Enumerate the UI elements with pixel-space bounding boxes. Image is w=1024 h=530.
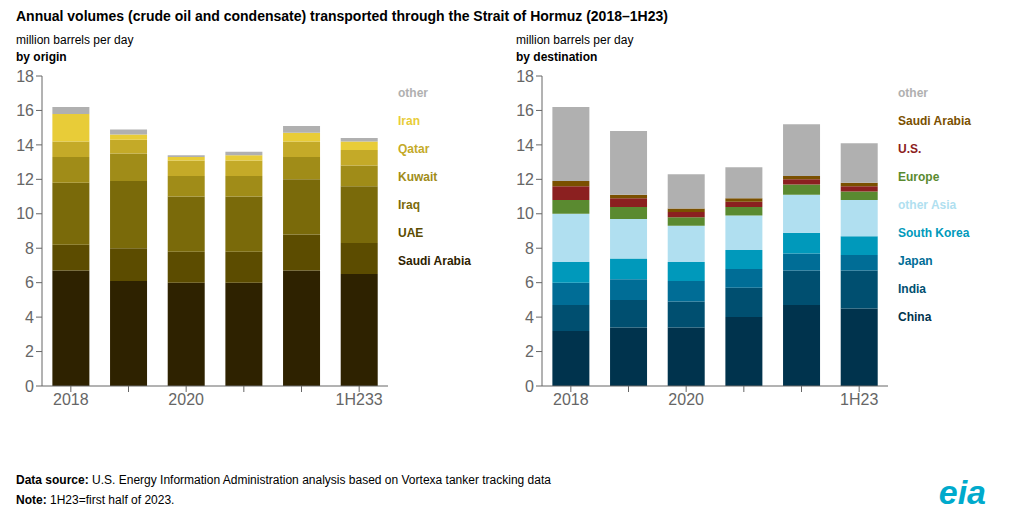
html-text:U.S.: U.S.	[898, 142, 922, 156]
html-text:Annual volumes (crude oil and: Annual volumes (crude oil and condensate…	[16, 8, 668, 24]
html-text:other Asia: other Asia	[898, 198, 957, 212]
html-text:Qatar: Qatar	[398, 142, 430, 156]
html-text:by destination: by destination	[516, 50, 598, 64]
svg-text:1H233: 1H233	[336, 391, 383, 408]
html-text:million barrels per day: million barrels per day	[516, 33, 634, 47]
html-text:Kuwait: Kuwait	[398, 170, 438, 184]
html-text:South Korea: South Korea	[898, 226, 970, 240]
svg-text:2018: 2018	[553, 391, 589, 408]
svg-text:6: 6	[525, 274, 534, 291]
html-text:Europe: Europe	[898, 170, 940, 184]
svg-text:8: 8	[25, 240, 34, 257]
svg-text:1H23: 1H23	[840, 391, 878, 408]
svg-text:12: 12	[516, 171, 534, 188]
svg-text:16: 16	[16, 102, 34, 119]
html-text:Saudi Arabia: Saudi Arabia	[898, 114, 971, 128]
svg-text:2: 2	[525, 343, 534, 360]
html-text:million barrels per day: million barrels per day	[16, 33, 134, 47]
svg-text:14: 14	[516, 137, 534, 154]
html-text:Saudi Arabia: Saudi Arabia	[398, 254, 471, 268]
svg-text:16: 16	[516, 102, 534, 119]
svg-text:18: 18	[516, 68, 534, 85]
svg-text:8: 8	[525, 240, 534, 257]
svg-text:12: 12	[16, 171, 34, 188]
svg-text:2020: 2020	[668, 391, 704, 408]
svg-text:10: 10	[16, 205, 34, 222]
html-text:eia: eia	[938, 473, 986, 511]
html-text:UAE: UAE	[398, 226, 424, 240]
svg-text:2018: 2018	[53, 391, 89, 408]
html-text:Iran: Iran	[398, 114, 420, 128]
html-text:by origin: by origin	[16, 50, 67, 64]
html-text:Japan: Japan	[898, 254, 933, 268]
svg-text:2: 2	[25, 343, 34, 360]
svg-text:14: 14	[16, 137, 34, 154]
html-text:Data source: U.S. Energy Infor: Data source: U.S. Energy Information Adm…	[16, 473, 551, 487]
html-text:other: other	[898, 86, 928, 100]
html-text:other: other	[398, 86, 428, 100]
svg-text:0: 0	[525, 378, 534, 395]
html-text:China: China	[898, 310, 932, 324]
svg-text:2020: 2020	[168, 391, 204, 408]
html-text:Note: 1H23=first half of 2023.: Note: 1H23=first half of 2023.	[16, 493, 175, 507]
svg-text:4: 4	[525, 309, 534, 326]
svg-text:0: 0	[25, 378, 34, 395]
html-text:Iraq: Iraq	[398, 198, 420, 212]
svg-text:4: 4	[25, 309, 34, 326]
svg-text:10: 10	[516, 205, 534, 222]
svg-text:18: 18	[16, 68, 34, 85]
svg-text:6: 6	[25, 274, 34, 291]
html-text:India: India	[898, 282, 926, 296]
